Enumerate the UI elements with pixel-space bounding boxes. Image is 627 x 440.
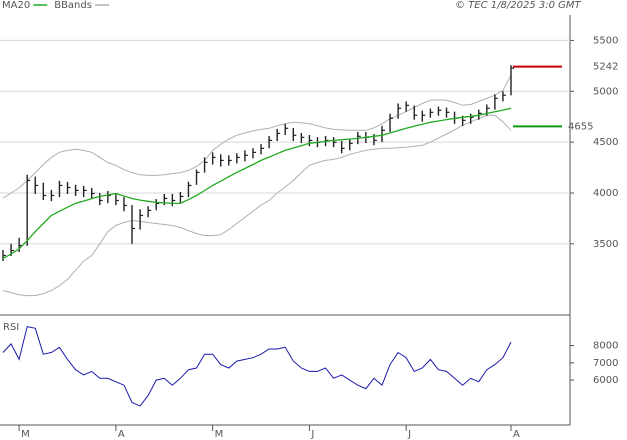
y-tick-label: 6000	[593, 375, 618, 386]
reference-label: 5242	[593, 62, 618, 73]
x-tick-label: M	[215, 429, 224, 440]
rsi-title: RSI	[3, 322, 19, 333]
bband-upper	[2, 74, 512, 199]
x-tick-label: A	[513, 429, 520, 440]
source: © TEC 1/8/2025 3:0 GMT	[455, 0, 582, 11]
x-tick-label: M	[21, 429, 30, 440]
y-tick-label: 8000	[593, 341, 618, 352]
reference-label: 4655	[568, 121, 593, 132]
x-tick-label: A	[118, 429, 125, 440]
x-tick-label: J	[310, 429, 314, 440]
legend-label: BBands	[54, 0, 92, 11]
y-tick-label: 4500	[593, 137, 618, 148]
rsi-line	[2, 326, 512, 407]
y-tick-label: 5500	[593, 35, 618, 46]
y-tick-label: 4000	[593, 188, 618, 199]
ma20-line	[2, 107, 512, 260]
bband-lower	[2, 114, 512, 297]
y-tick-label: 3500	[593, 239, 618, 250]
x-tick-label: J	[407, 429, 411, 440]
y-tick-label: 7000	[593, 358, 618, 369]
y-tick-label: 5000	[593, 86, 618, 97]
legend-label: MA20	[2, 0, 30, 11]
